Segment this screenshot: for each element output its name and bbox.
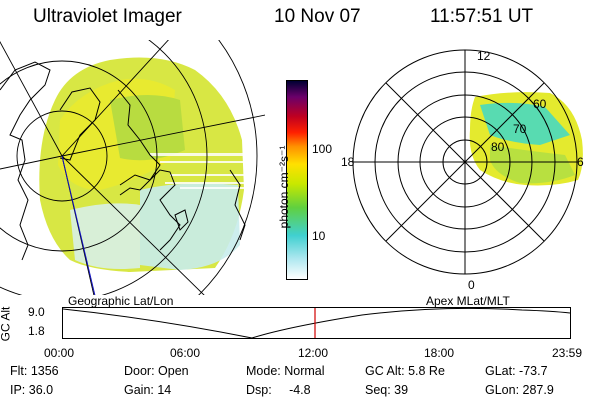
mlt-label-6: 6 <box>577 155 584 169</box>
gc-alt-axis-label: GC Alt <box>0 306 13 342</box>
geographic-map <box>0 40 265 295</box>
x-tick-0600: 06:00 <box>170 346 201 360</box>
status-dsp: Dsp: -4.8 <box>246 383 311 397</box>
alt-tick-9: 9.0 <box>28 305 45 319</box>
x-tick-2359: 23:59 <box>552 346 583 360</box>
apex-projection-label: Apex MLat/MLT <box>426 294 510 308</box>
instrument-title: Ultraviolet Imager <box>33 6 182 27</box>
geographic-projection-label: Geographic Lat/Lon <box>68 294 174 308</box>
lat-label-80: 80 <box>491 140 505 154</box>
lat-label-70: 70 <box>513 122 527 136</box>
magnetic-polar-map: 12 18 6 0 60 70 80 <box>341 49 584 292</box>
date-label: 10 Nov 07 <box>274 6 361 27</box>
mlt-label-12: 12 <box>477 49 491 63</box>
status-glon: GLon: 287.9 <box>485 383 554 397</box>
colorbar-unit-label: photon cm⁻²s⁻¹ <box>277 145 291 229</box>
status-ip: IP: 36.0 <box>10 383 54 397</box>
colorbar <box>286 80 308 280</box>
alt-tick-1-8: 1.8 <box>28 324 45 338</box>
colorbar-tick-10: 10 <box>312 229 326 243</box>
altitude-plot <box>62 307 571 339</box>
mlt-label-18: 18 <box>341 155 355 169</box>
status-door: Door: Open <box>124 364 189 378</box>
status-glat: GLat: -73.7 <box>485 364 548 378</box>
status-flt: Flt: 1356 <box>10 364 59 378</box>
x-tick-0000: 00:00 <box>44 346 75 360</box>
status-gc-alt: GC Alt: 5.8 Re <box>365 364 445 378</box>
x-tick-1200: 12:00 <box>298 346 329 360</box>
colorbar-tick-100: 100 <box>312 142 333 156</box>
lat-label-60: 60 <box>533 97 547 111</box>
status-mode: Mode: Normal <box>246 364 325 378</box>
time-label: 11:57:51 UT <box>430 6 534 27</box>
x-tick-1800: 18:00 <box>424 346 455 360</box>
mlt-label-0: 0 <box>468 278 475 292</box>
status-seq: Seq: 39 <box>365 383 409 397</box>
status-gain: Gain: 14 <box>124 383 172 397</box>
